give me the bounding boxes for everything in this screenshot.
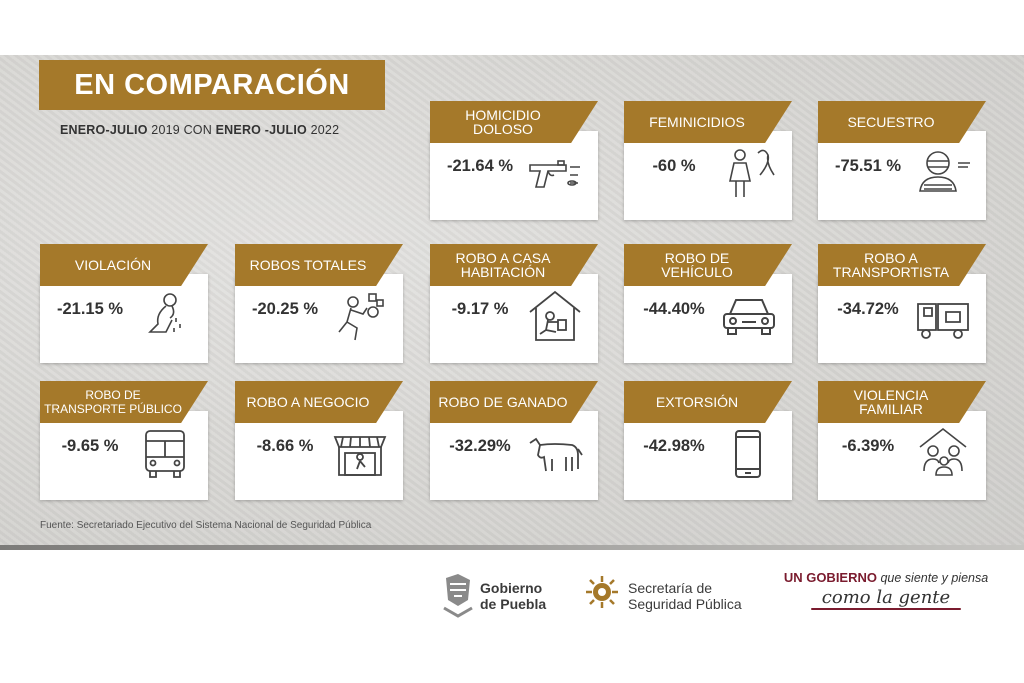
card-label: HOMICIDIO DOLOSO: [430, 101, 598, 143]
source-note: Fuente: Secretariado Ejecutivo del Siste…: [40, 520, 372, 531]
stat-card-robo-transporte-publico: ROBO DE TRANSPORTE PÚBLICO -9.65 %: [40, 381, 208, 500]
bus-icon: [136, 425, 194, 483]
card-value: -44.40%: [643, 300, 705, 318]
card-value: -42.98%: [643, 437, 705, 455]
card-value: -21.15 %: [56, 300, 124, 318]
thief-running-icon: [331, 288, 389, 346]
page-title: EN COMPARACIÓN: [39, 60, 385, 110]
stat-card-robo-ganado: ROBO DE GANADO -32.29%: [430, 381, 598, 500]
card-label: ROBO A NEGOCIO: [235, 381, 403, 423]
card-label: EXTORSIÓN: [624, 381, 792, 423]
stat-card-violacion: VIOLACIÓN -21.15 %: [40, 244, 208, 363]
stat-card-secuestro: SECUESTRO -75.51 %: [818, 101, 986, 220]
stat-card-robo-transportista: ROBO A TRANSPORTISTA -34.72%: [818, 244, 986, 363]
footer: Gobierno de Puebla Secretaría de Seguridad…: [0, 560, 1024, 630]
divider: [0, 545, 1024, 550]
card-label: ROBOS TOTALES: [235, 244, 403, 286]
puebla-emblem-icon: [443, 574, 473, 618]
card-value: -20.25 %: [251, 300, 319, 318]
stat-card-robos-totales: ROBOS TOTALES -20.25 %: [235, 244, 403, 363]
gun-icon: [526, 145, 584, 203]
card-label: VIOLACIÓN: [40, 244, 208, 286]
card-value: -9.65 %: [61, 437, 119, 455]
woman-ribbon-icon: [720, 145, 778, 203]
gobierno-puebla-logo: Gobierno de Puebla: [440, 572, 560, 622]
hostage-icon: [914, 145, 972, 203]
crying-person-icon: [136, 288, 194, 346]
card-value: -6.39%: [841, 437, 895, 455]
ssp-emblem-icon: [586, 576, 618, 608]
card-value: -32.29%: [449, 437, 511, 455]
stat-card-extorsion: EXTORSIÓN -42.98%: [624, 381, 792, 500]
car-icon: [720, 288, 778, 346]
period-subtitle: ENERO-JULIO 2019 CON ENERO -JULIO 2022: [60, 123, 340, 137]
card-label: ROBO DE VEHÍCULO: [624, 244, 792, 286]
card-value: -8.66 %: [256, 437, 314, 455]
phone-icon: [720, 425, 778, 483]
house-burglary-icon: [526, 288, 584, 346]
cow-icon: [526, 425, 584, 483]
stat-card-feminicidios: FEMINICIDIOS -60 %: [624, 101, 792, 220]
card-label: ROBO A CASA HABITACIÓN: [430, 244, 598, 286]
card-label: VIOLENCIA FAMILIAR: [818, 381, 986, 423]
card-label: ROBO DE TRANSPORTE PÚBLICO: [40, 381, 208, 423]
card-value: -75.51 %: [834, 157, 902, 175]
stat-card-violencia-familiar: VIOLENCIA FAMILIAR -6.39%: [818, 381, 986, 500]
card-label: SECUESTRO: [818, 101, 986, 143]
family-house-icon: [914, 425, 972, 483]
slogan: UN GOBIERNO que siente y piensa como la …: [783, 570, 989, 610]
card-label: ROBO DE GANADO: [430, 381, 598, 423]
store-icon: [331, 425, 389, 483]
stat-card-homicidio: HOMICIDIO DOLOSO -21.64 %: [430, 101, 598, 220]
stat-card-robo-vehiculo: ROBO DE VEHÍCULO -44.40%: [624, 244, 792, 363]
card-label: FEMINICIDIOS: [624, 101, 792, 143]
card-value: -34.72%: [837, 300, 899, 318]
card-label: ROBO A TRANSPORTISTA: [818, 244, 986, 286]
card-value: -60 %: [652, 157, 696, 175]
stat-card-robo-casa: ROBO A CASA HABITACIÓN -9.17 %: [430, 244, 598, 363]
stat-card-robo-negocio: ROBO A NEGOCIO -8.66 %: [235, 381, 403, 500]
truck-icon: [914, 288, 972, 346]
ssp-logo: Secretaría de Seguridad Pública: [584, 572, 764, 622]
card-value: -21.64 %: [446, 157, 514, 175]
card-value: -9.17 %: [451, 300, 509, 318]
